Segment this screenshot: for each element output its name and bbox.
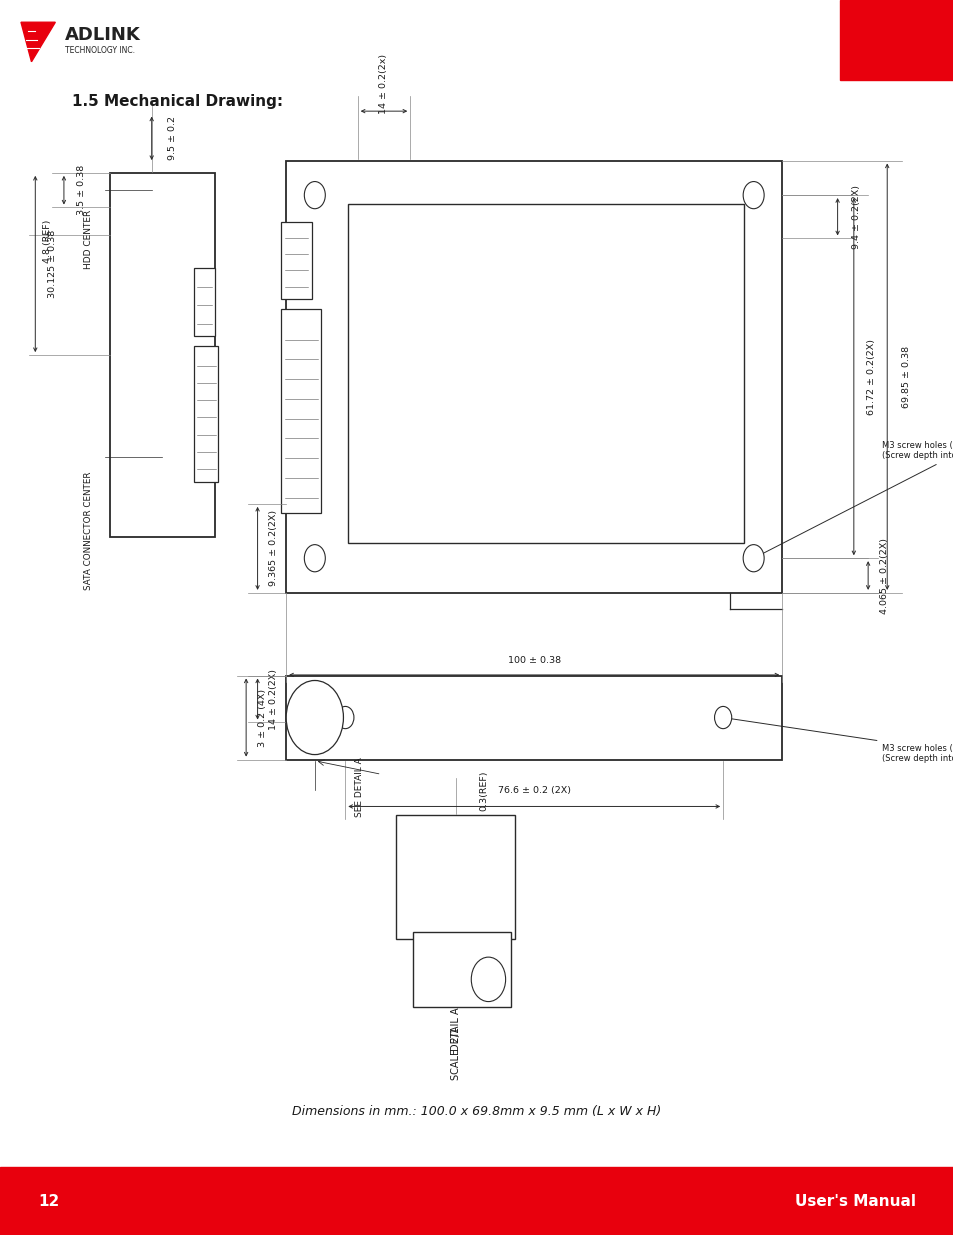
Bar: [839, 0, 953, 80]
Bar: [413, 932, 511, 1007]
Text: M3 screw holes (4X)
(Screw depth into drive=3.0mm Max.): M3 screw holes (4X) (Screw depth into dr…: [757, 441, 953, 557]
Circle shape: [304, 545, 325, 572]
Bar: [395, 815, 515, 939]
Circle shape: [742, 182, 763, 209]
Text: 14 ± 0.2(2x): 14 ± 0.2(2x): [378, 54, 388, 114]
Text: 61.72 ± 0.2(2X): 61.72 ± 0.2(2X): [865, 338, 875, 415]
Bar: [281, 309, 321, 513]
Circle shape: [336, 706, 354, 729]
Circle shape: [286, 680, 343, 755]
Text: M3 screw holes (4X)
(Screw depth into drive=3.5mm Max.): M3 screw holes (4X) (Screw depth into dr…: [726, 718, 953, 763]
Text: 9.4 ± 0.2(2X): 9.4 ± 0.2(2X): [851, 185, 861, 248]
Text: User's Manual: User's Manual: [794, 1194, 915, 1209]
Text: SEE DETAIL A: SEE DETAIL A: [355, 757, 364, 816]
Bar: [286, 676, 781, 760]
Bar: [281, 222, 312, 299]
Bar: [110, 173, 214, 537]
Text: 4.065 ± 0.2(2X): 4.065 ± 0.2(2X): [879, 537, 888, 614]
Text: 3 ± 0.2 (4X): 3 ± 0.2 (4X): [257, 688, 267, 747]
Text: 30.125 ± 0.38: 30.125 ± 0.38: [48, 230, 57, 298]
Text: 100 ± 0.38: 100 ± 0.38: [507, 656, 560, 664]
Text: TECHNOLOGY INC.: TECHNOLOGY INC.: [65, 46, 134, 56]
Circle shape: [742, 545, 763, 572]
Text: ADLINK: ADLINK: [65, 26, 140, 43]
Bar: [193, 346, 218, 482]
Text: 4.8 (REF): 4.8 (REF): [43, 219, 52, 263]
Text: Dimensions in mm.: 100.0 x 69.8mm x 9.5 mm (L x W x H): Dimensions in mm.: 100.0 x 69.8mm x 9.5 …: [292, 1105, 661, 1118]
Text: 9.365 ± 0.2(2X): 9.365 ± 0.2(2X): [269, 510, 278, 587]
Text: SATA CONNECTOR CENTER: SATA CONNECTOR CENTER: [84, 472, 93, 590]
Text: 3.5 ± 0.38: 3.5 ± 0.38: [76, 165, 86, 215]
Text: 1.5 Mechanical Drawing:: 1.5 Mechanical Drawing:: [71, 94, 282, 109]
Text: 12: 12: [38, 1194, 59, 1209]
Text: HDD CENTER: HDD CENTER: [84, 210, 93, 269]
Text: 0.3(REF): 0.3(REF): [479, 771, 488, 810]
Text: DETAIL A: DETAIL A: [450, 1007, 460, 1051]
Text: 9.5 ± 0.2: 9.5 ± 0.2: [168, 116, 177, 161]
Circle shape: [714, 706, 731, 729]
Circle shape: [304, 182, 325, 209]
Polygon shape: [21, 22, 55, 62]
Bar: [286, 161, 781, 593]
Text: 14 ± 0.2(2X): 14 ± 0.2(2X): [269, 668, 278, 730]
Circle shape: [471, 957, 505, 1002]
Text: SCALE  2/1: SCALE 2/1: [450, 1028, 460, 1079]
Bar: [193, 268, 214, 336]
Text: 69.85 ± 0.38: 69.85 ± 0.38: [901, 346, 910, 408]
Bar: [0, 1167, 953, 1235]
Bar: [348, 204, 743, 543]
Text: 76.6 ± 0.2 (2X): 76.6 ± 0.2 (2X): [497, 785, 570, 795]
